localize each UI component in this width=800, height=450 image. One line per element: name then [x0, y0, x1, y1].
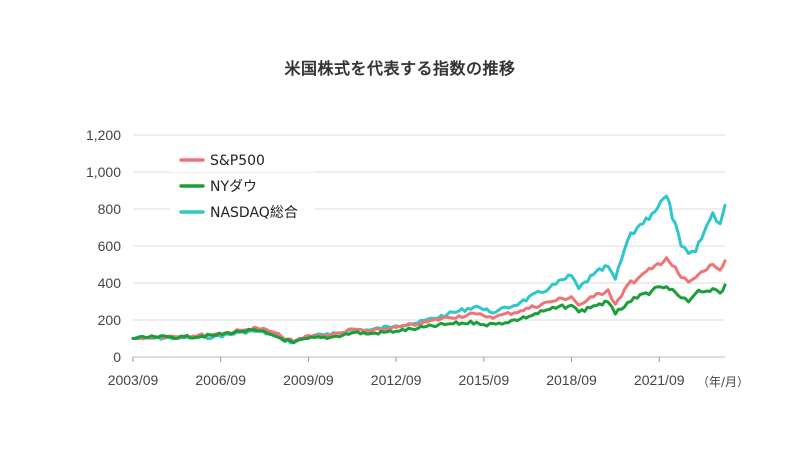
y-axis: 0 200 400 600 800 1,000 1,200 — [86, 127, 121, 365]
y-tick-label: 200 — [98, 312, 122, 328]
x-axis-unit-label: （年/月） — [697, 375, 749, 389]
y-tick-label: 800 — [98, 201, 122, 217]
x-axis: 2003/09 2006/09 2009/09 2012/09 2015/09 2018/… — [108, 357, 685, 388]
x-tick-label: 2006/09 — [195, 372, 246, 388]
x-tick-label: 2003/09 — [108, 372, 159, 388]
series-lines — [131, 194, 727, 345]
y-tick-label: 600 — [98, 238, 122, 254]
y-tick-label: 1,000 — [86, 164, 121, 180]
x-tick-label: 2021/09 — [634, 372, 685, 388]
x-tick-label: 2018/09 — [546, 372, 597, 388]
x-tick-label: 2012/09 — [371, 372, 422, 388]
series-line — [131, 283, 727, 345]
series-line — [131, 256, 727, 344]
chart-title: 米国株式を代表する指数の推移 — [284, 59, 516, 78]
x-tick-label: 2015/09 — [459, 372, 510, 388]
y-tick-label: 0 — [113, 349, 121, 365]
legend-label: S&P500 — [210, 153, 265, 169]
y-tick-label: 400 — [98, 275, 122, 291]
legend: S&P500 NYダウ NASDAQ総合 — [170, 148, 315, 224]
legend-label: NASDAQ総合 — [210, 205, 298, 221]
x-tick-label: 2009/09 — [283, 372, 334, 388]
y-tick-label: 1,200 — [86, 127, 121, 143]
legend-label: NYダウ — [210, 179, 257, 195]
